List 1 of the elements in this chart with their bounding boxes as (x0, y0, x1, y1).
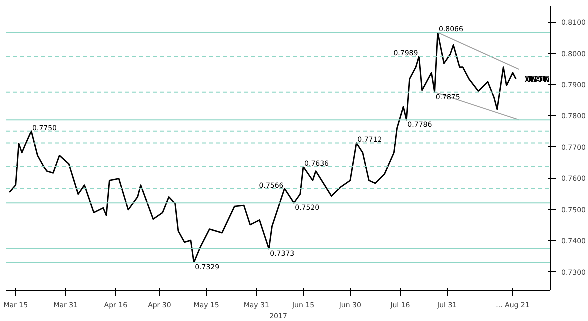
line-series (8, 32, 517, 264)
